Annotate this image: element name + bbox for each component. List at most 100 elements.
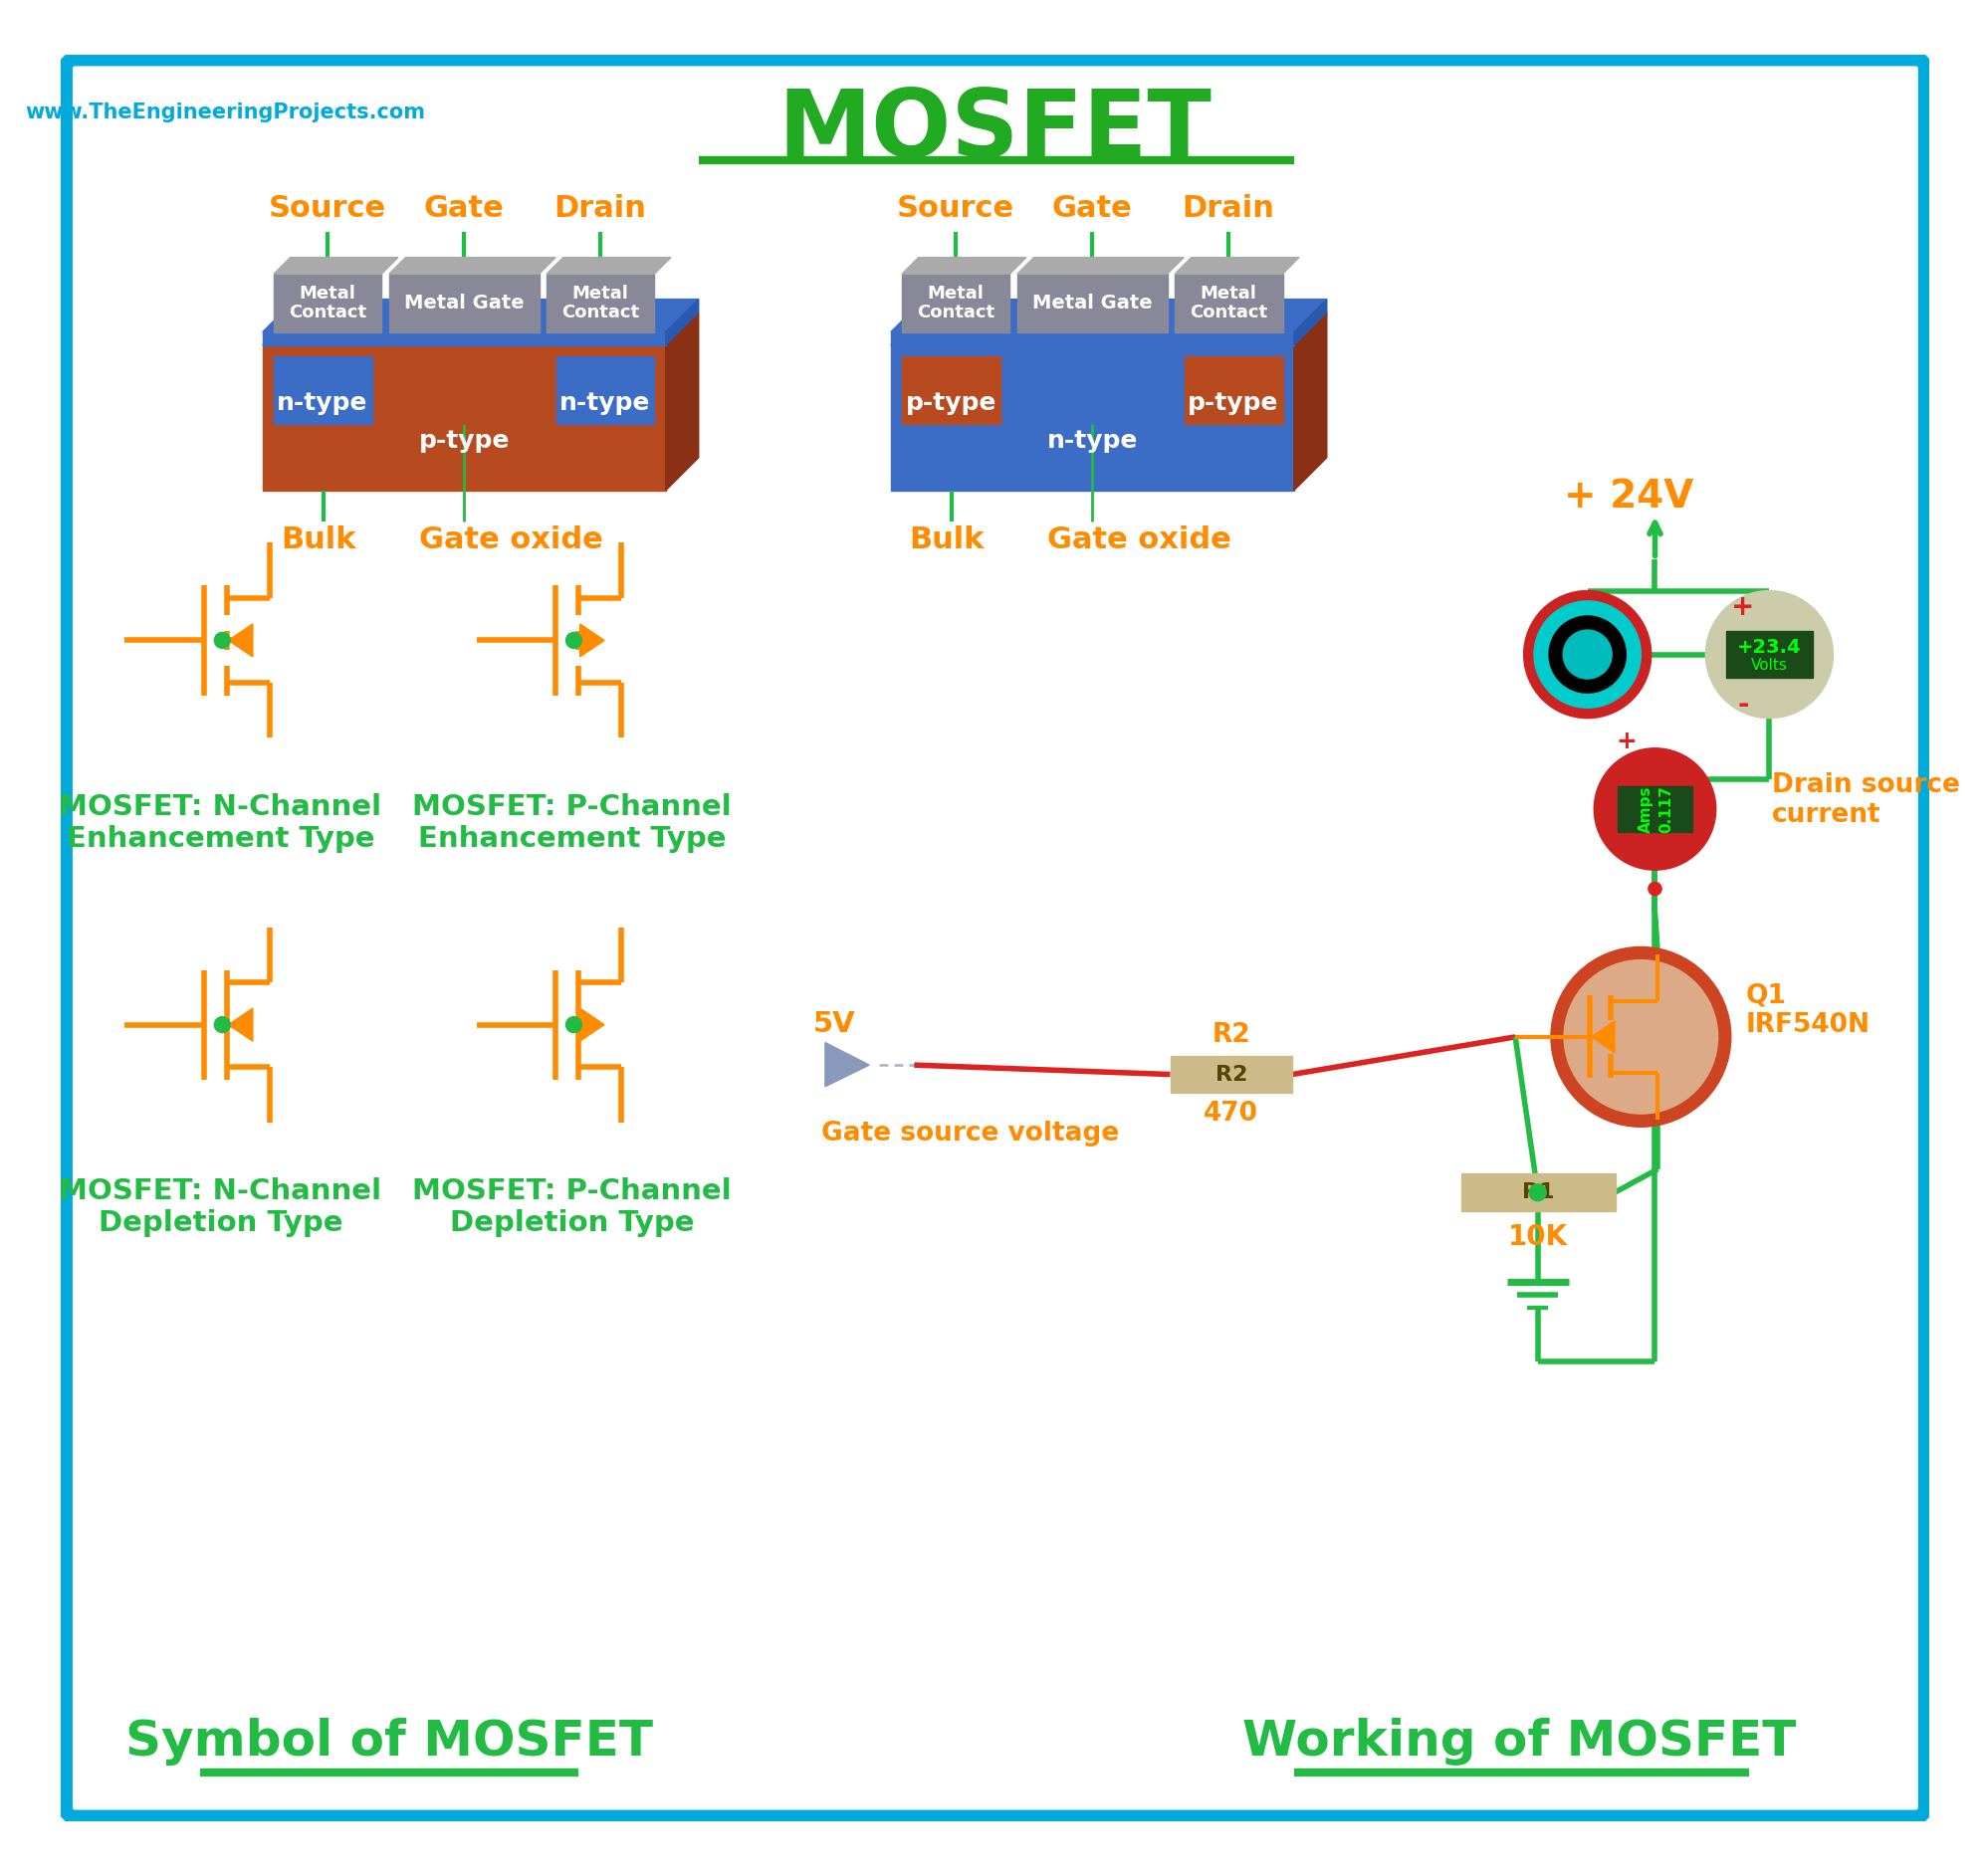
Polygon shape (262, 298, 698, 332)
Text: 470: 470 (1204, 1101, 1258, 1127)
Circle shape (1550, 615, 1627, 692)
Text: 0.117: 0.117 (1659, 786, 1674, 833)
Circle shape (1649, 882, 1661, 895)
Circle shape (214, 632, 230, 649)
Circle shape (1706, 591, 1833, 719)
Text: Source: Source (897, 193, 1014, 223)
Circle shape (565, 1017, 581, 1032)
Bar (1460, 1174, 1615, 1212)
Text: Bulk: Bulk (282, 525, 357, 555)
Polygon shape (548, 257, 671, 274)
Bar (903, 274, 1010, 332)
Circle shape (214, 1017, 230, 1032)
Text: Contact: Contact (288, 304, 367, 321)
Bar (903, 356, 1000, 424)
Bar (1171, 1056, 1292, 1094)
Text: n-type: n-type (559, 392, 651, 415)
Text: +: + (1732, 593, 1754, 621)
Text: Amps: Amps (1639, 786, 1653, 833)
Polygon shape (1294, 298, 1327, 345)
Bar (274, 274, 381, 332)
Text: Symbol of MOSFET: Symbol of MOSFET (125, 1718, 653, 1765)
Bar (891, 332, 1294, 345)
Circle shape (1524, 591, 1651, 719)
Text: R1: R1 (1522, 1182, 1553, 1203)
Text: Contact: Contact (1190, 304, 1268, 321)
Text: www.TheEngineeringProjects.com: www.TheEngineeringProjects.com (26, 103, 425, 122)
Text: Drain: Drain (554, 193, 647, 223)
Bar (1018, 274, 1167, 332)
Bar (548, 274, 655, 332)
Circle shape (1551, 947, 1730, 1127)
Polygon shape (1294, 311, 1327, 490)
Text: 5V: 5V (813, 1009, 855, 1037)
Text: Source: Source (268, 193, 387, 223)
Bar (1184, 356, 1284, 424)
Polygon shape (667, 298, 698, 345)
Text: -: - (1738, 690, 1748, 719)
Text: Volts: Volts (1752, 658, 1788, 673)
Bar (1726, 630, 1813, 677)
Text: p-type: p-type (419, 430, 510, 452)
Text: Metal: Metal (300, 285, 355, 302)
Polygon shape (1591, 1021, 1615, 1052)
Text: Metal: Metal (1200, 285, 1256, 302)
Polygon shape (891, 298, 1327, 332)
FancyBboxPatch shape (65, 60, 1924, 1816)
Text: n-type: n-type (278, 392, 369, 415)
Polygon shape (274, 257, 399, 274)
Bar (274, 356, 373, 424)
Circle shape (565, 632, 581, 649)
Text: Metal: Metal (927, 285, 984, 302)
Polygon shape (389, 257, 556, 274)
Text: Contact: Contact (561, 304, 639, 321)
Text: Gate oxide: Gate oxide (419, 525, 603, 555)
Text: MOSFET: N-Channel
Enhancement Type: MOSFET: N-Channel Enhancement Type (60, 794, 381, 854)
Text: Gate: Gate (425, 193, 504, 223)
Text: Bulk: Bulk (909, 525, 984, 555)
Text: MOSFET: MOSFET (778, 86, 1212, 176)
Polygon shape (579, 625, 605, 657)
Text: n-type: n-type (1048, 430, 1139, 452)
Text: MOSFET: P-Channel
Depletion Type: MOSFET: P-Channel Depletion Type (413, 1178, 732, 1238)
Bar (891, 345, 1294, 490)
Text: Drain source
current: Drain source current (1772, 771, 1960, 827)
Polygon shape (1175, 257, 1300, 274)
Polygon shape (262, 311, 698, 345)
Text: R2: R2 (1212, 1022, 1250, 1049)
Text: + 24V: + 24V (1563, 478, 1694, 516)
Bar (556, 356, 655, 424)
Text: Gate: Gate (1052, 193, 1133, 223)
Polygon shape (1018, 257, 1184, 274)
Polygon shape (825, 1043, 869, 1086)
Bar (262, 345, 667, 490)
Text: 10K: 10K (1508, 1223, 1567, 1251)
Polygon shape (228, 1007, 252, 1041)
Text: +: + (1617, 730, 1637, 754)
Text: R2: R2 (1214, 1064, 1248, 1084)
Bar (1175, 274, 1284, 332)
Circle shape (1593, 749, 1716, 870)
Text: +23.4: +23.4 (1738, 638, 1801, 657)
Bar (389, 274, 540, 332)
Circle shape (1563, 961, 1718, 1114)
Text: Drain: Drain (1182, 193, 1274, 223)
Polygon shape (579, 1007, 605, 1041)
Text: MOSFET: N-Channel
Depletion Type: MOSFET: N-Channel Depletion Type (60, 1178, 381, 1238)
Circle shape (1563, 630, 1611, 679)
Text: Metal Gate: Metal Gate (1032, 293, 1153, 313)
Polygon shape (228, 625, 252, 657)
Text: Metal Gate: Metal Gate (405, 293, 524, 313)
Text: Gate oxide: Gate oxide (1048, 525, 1232, 555)
Text: Metal: Metal (571, 285, 629, 302)
Text: Gate source voltage: Gate source voltage (821, 1120, 1119, 1146)
Circle shape (1530, 1184, 1546, 1201)
Text: p-type: p-type (1188, 392, 1278, 415)
Polygon shape (667, 311, 698, 490)
Text: p-type: p-type (905, 392, 996, 415)
Text: MOSFET: P-Channel
Enhancement Type: MOSFET: P-Channel Enhancement Type (413, 794, 732, 854)
Bar (262, 332, 667, 345)
Polygon shape (903, 257, 1026, 274)
Bar (1617, 786, 1692, 831)
Text: Q1
IRF540N: Q1 IRF540N (1746, 983, 1871, 1039)
